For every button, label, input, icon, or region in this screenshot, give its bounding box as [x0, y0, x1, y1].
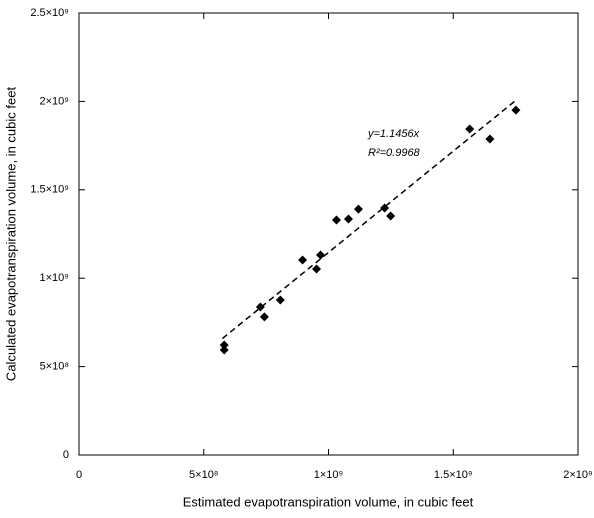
- point: [316, 250, 326, 260]
- y-axis-label: Calculated evapotranspiration volume, in…: [3, 87, 18, 382]
- point: [312, 264, 322, 274]
- point: [255, 302, 265, 312]
- point: [298, 255, 308, 265]
- y-tick-label: 0: [63, 449, 69, 461]
- point: [219, 340, 229, 350]
- x-tick-label: 2×10⁹: [563, 469, 593, 481]
- plot-frame: [78, 12, 579, 456]
- annotation: R²=0.9968: [368, 147, 421, 159]
- y-tick-label: 2.5×10⁹: [30, 7, 69, 19]
- y-tick-label: 5×10⁸: [40, 361, 69, 373]
- y-tick-label: 2×10⁹: [40, 95, 70, 107]
- point: [259, 312, 269, 322]
- point: [331, 215, 341, 225]
- point: [219, 345, 229, 355]
- y-tick-label: 1.5×10⁹: [30, 184, 69, 196]
- x-tick-label: 5×10⁸: [189, 469, 218, 481]
- trendline: [221, 99, 517, 340]
- y-tick-label: 1×10⁹: [40, 272, 70, 284]
- x-tick-label: 1×10⁹: [314, 469, 344, 481]
- x-tick-label: 1.5×10⁹: [434, 469, 473, 481]
- point: [353, 204, 363, 214]
- point: [343, 214, 353, 224]
- point: [465, 124, 475, 134]
- x-tick-label: 0: [76, 469, 82, 481]
- point: [511, 105, 521, 115]
- point: [485, 134, 495, 144]
- point: [275, 295, 285, 305]
- point: [380, 203, 390, 213]
- x-axis-label: Estimated evapotranspiration volume, in …: [183, 494, 474, 509]
- annotation: y=1.1456x: [367, 128, 420, 140]
- point: [386, 211, 396, 221]
